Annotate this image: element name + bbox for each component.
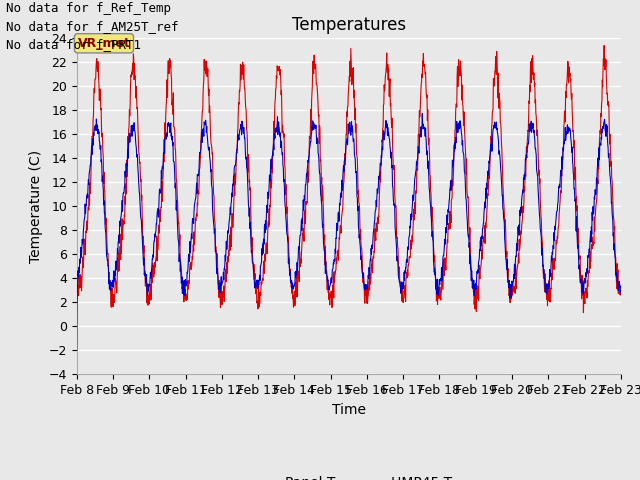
Legend: Panel T, HMP45 T: Panel T, HMP45 T: [240, 470, 458, 480]
Text: No data for f_Ref_Temp: No data for f_Ref_Temp: [6, 2, 172, 15]
Text: No data for f_AM25T_ref: No data for f_AM25T_ref: [6, 20, 179, 33]
X-axis label: Time: Time: [332, 403, 366, 417]
Text: VR_met: VR_met: [77, 37, 131, 50]
Text: No data for f_PRT1: No data for f_PRT1: [6, 38, 141, 51]
Y-axis label: Temperature (C): Temperature (C): [29, 150, 43, 263]
Title: Temperatures: Temperatures: [292, 16, 406, 34]
